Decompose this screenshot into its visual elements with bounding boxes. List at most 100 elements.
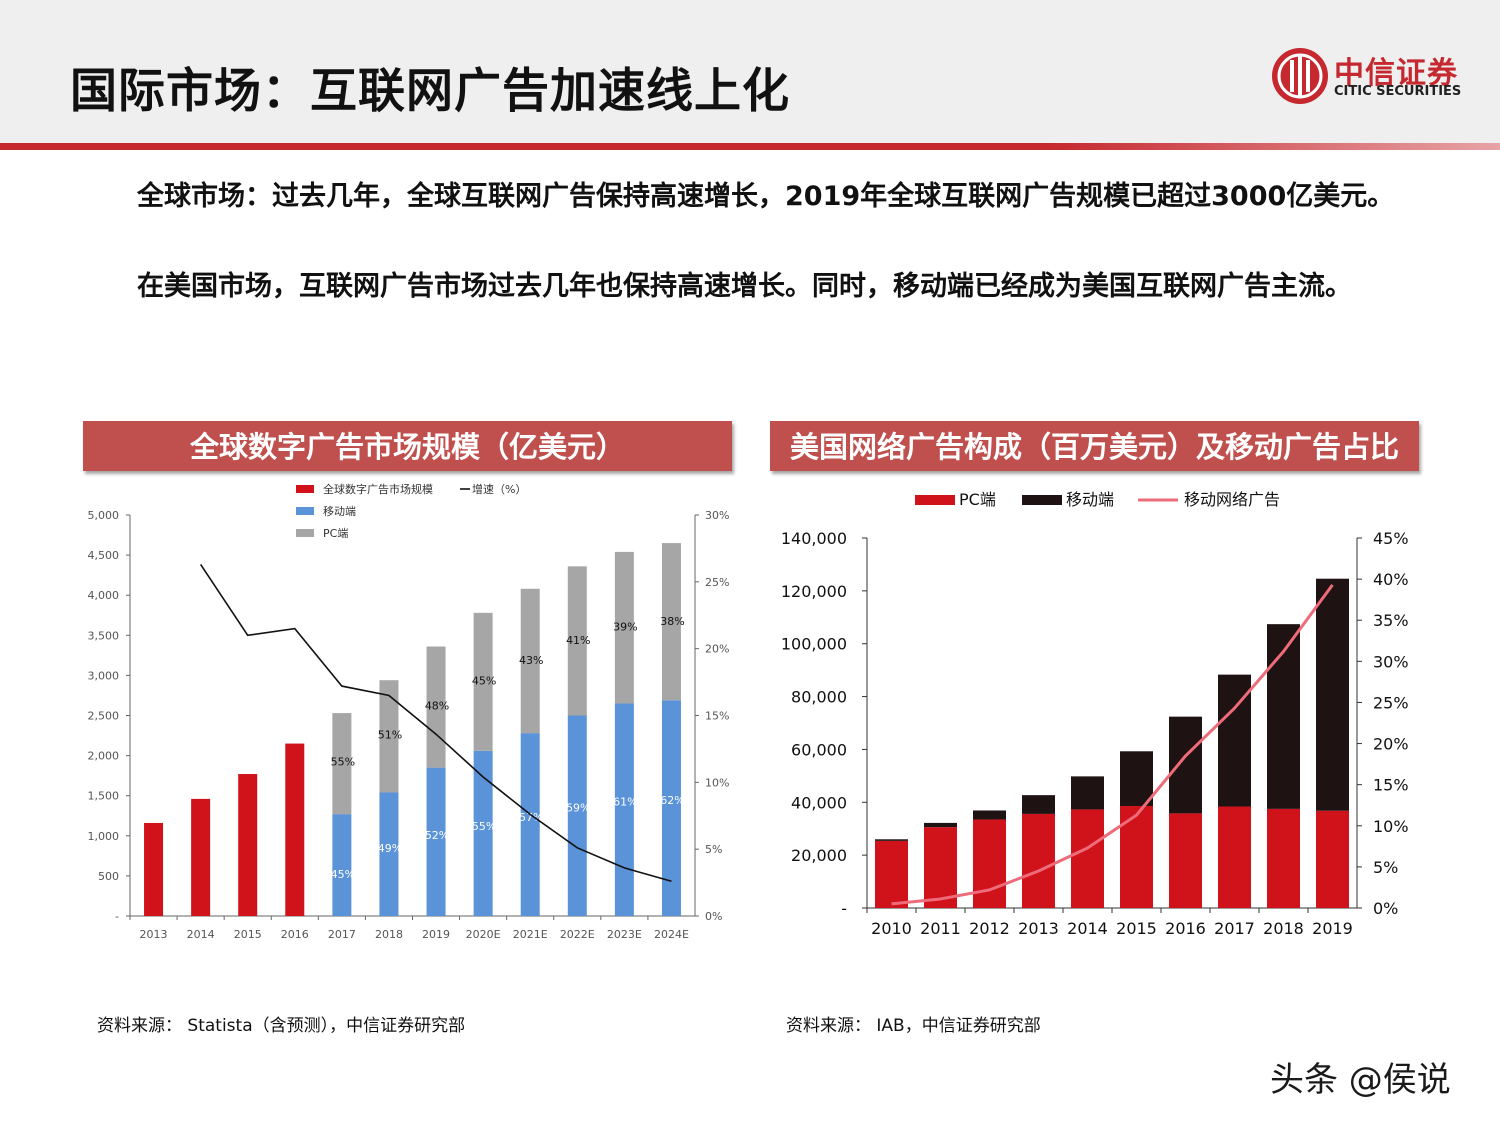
pc-share-label: 43% (519, 654, 543, 667)
pc-share-label: 45% (472, 675, 496, 688)
bar-pc (1022, 813, 1055, 908)
x-tick-label: 2018 (375, 928, 403, 941)
bar-pc (332, 713, 352, 815)
bar-total (191, 798, 211, 916)
bar-mobile (426, 767, 446, 916)
legend-label-pc: PC端 (959, 490, 996, 509)
legend-label-growth: 增速（%） (472, 482, 526, 496)
x-tick-label: 2019 (422, 928, 450, 941)
y-tick-label: 60,000 (791, 740, 847, 759)
y-tick-label: 40,000 (791, 793, 847, 812)
header-bar (0, 0, 1500, 143)
bar-mobile (567, 715, 587, 916)
x-tick-label: 2014 (1067, 919, 1108, 938)
logo-name-cn: 中信证券 (1334, 56, 1458, 91)
x-tick-label: 2021E (513, 928, 548, 941)
right-source-note: 资料来源： IAB，中信证券研究部 (786, 1016, 1041, 1036)
legend-label-total: 全球数字广告市场规模 (323, 482, 433, 496)
x-tick-label: 2013 (1018, 919, 1059, 938)
x-tick-label: 2024E (654, 928, 689, 941)
y-tick-label: 2,500 (88, 710, 120, 723)
legend-label-mobile: 移动端 (323, 505, 356, 518)
y-tick-label: 4,000 (88, 589, 120, 602)
bar-mobile (332, 814, 352, 916)
y-tick-label: 100,000 (781, 635, 847, 654)
bar-total (238, 774, 258, 916)
legend-swatch-pc (915, 495, 955, 505)
x-tick-label: 2017 (1214, 919, 1255, 938)
left-panel-title: 全球数字广告市场规模（亿美元） (83, 421, 732, 471)
x-tick-label: 2016 (1165, 919, 1206, 938)
x-tick-label: 2013 (140, 928, 168, 941)
bar-pc (614, 551, 634, 704)
bar-mobile (614, 703, 634, 916)
mobile-share-label: 49% (378, 842, 402, 855)
x-tick-label: 2019 (1312, 919, 1353, 938)
bar-pc (426, 646, 446, 768)
bar-mobile (1267, 624, 1300, 809)
x-tick-label: 2020E (466, 928, 501, 941)
y-tick-label: 2,000 (88, 750, 120, 763)
y-tick-label: 500 (98, 870, 119, 883)
bar-pc (661, 543, 681, 701)
bar-pc (1218, 806, 1251, 908)
y2-tick-label: 30% (705, 509, 729, 522)
y-tick-label: 3,500 (88, 629, 120, 642)
bar-mobile (924, 822, 957, 828)
bar-pc (567, 566, 587, 716)
x-tick-label: 2018 (1263, 919, 1304, 938)
mobile-share-label: 45% (331, 868, 355, 881)
bar-mobile (1316, 578, 1349, 811)
bar-pc (1071, 809, 1104, 908)
legend-label-mobile: 移动端 (1066, 490, 1114, 509)
bar-mobile (520, 733, 540, 916)
x-tick-label: 2014 (187, 928, 215, 941)
y-tick-label: 3,000 (88, 669, 120, 682)
mobile-share-label: 52% (425, 829, 449, 842)
bar-pc (379, 680, 399, 793)
bar-mobile (661, 700, 681, 916)
bar-pc (520, 588, 540, 734)
paragraph-global: 全球市场：过去几年，全球互联网广告保持高速增长，2019年全球互联网广告规模已超… (137, 181, 1395, 212)
mobile-share-label: 61% (613, 795, 637, 808)
y2-tick-label: 15% (1373, 776, 1409, 795)
y-tick-label: 80,000 (791, 688, 847, 707)
bar-mobile (379, 792, 399, 916)
watermark: 头条 @侯说 (1270, 1060, 1451, 1100)
y2-tick-label: 10% (1373, 817, 1409, 836)
bar-pc (875, 840, 908, 908)
y2-tick-label: 0% (1373, 899, 1398, 918)
x-tick-label: 2016 (281, 928, 309, 941)
bar-mobile (1071, 776, 1104, 810)
mobile-share-line (891, 583, 1334, 906)
global-ad-chart: - 500 1,000 1,500 2,000 2,500 3,000 3,500 4,000 4… (88, 482, 730, 941)
growth-line (199, 564, 672, 883)
x-tick-label: 2015 (1116, 919, 1157, 938)
legend-swatch-mobile (296, 507, 314, 515)
pc-share-label: 39% (613, 621, 637, 634)
y-tick-label: 5,000 (88, 509, 120, 522)
y2-tick-label: 25% (1373, 693, 1409, 712)
legend-swatch-pc (296, 529, 314, 537)
y-tick-label: 120,000 (781, 582, 847, 601)
legend-label-pc: PC端 (323, 527, 348, 540)
mobile-share-label: 59% (566, 802, 590, 815)
x-tick-label: 2023E (607, 928, 642, 941)
x-tick-label: 2015 (234, 928, 262, 941)
legend-swatch-total (296, 485, 314, 493)
us-ad-chart: - 20,000 40,000 60,000 80,000 100,000 120,000 1… (781, 490, 1409, 938)
y-tick-label: 1,500 (88, 790, 120, 803)
legend-swatch-mobile (1022, 495, 1062, 505)
bar-mobile (1022, 795, 1055, 814)
mobile-share-label: 62% (660, 794, 684, 807)
y2-tick-label: 20% (705, 643, 729, 656)
paragraph-us: 在美国市场，互联网广告市场过去几年也保持高速增长。同时，移动端已经成为美国互联网… (137, 271, 1352, 302)
y2-tick-label: 25% (705, 576, 729, 589)
header-divider (0, 143, 1500, 150)
pc-share-label: 38% (660, 615, 684, 628)
y2-tick-label: 20% (1373, 735, 1409, 754)
bar-total (285, 743, 305, 916)
bar-total (144, 822, 164, 916)
x-tick-label: 2010 (871, 919, 912, 938)
bar-mobile (473, 750, 493, 916)
